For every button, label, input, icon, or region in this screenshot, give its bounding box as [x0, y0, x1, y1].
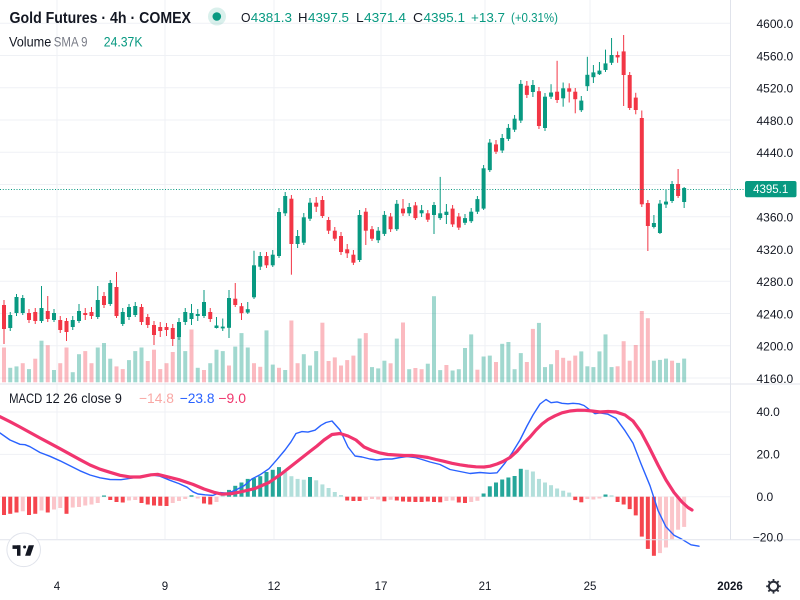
svg-text:4560.0: 4560.0 — [757, 49, 794, 63]
svg-text:20.0: 20.0 — [757, 447, 781, 461]
svg-text:4395.1: 4395.1 — [424, 10, 466, 25]
svg-text:−20.0: −20.0 — [753, 531, 784, 545]
svg-text:L: L — [356, 10, 364, 25]
svg-text:4397.5: 4397.5 — [308, 10, 349, 25]
svg-text:4: 4 — [54, 581, 61, 593]
svg-text:4371.4: 4371.4 — [364, 10, 406, 25]
svg-text:SMA 9: SMA 9 — [54, 33, 88, 49]
svg-text:Volume: Volume — [9, 33, 51, 49]
svg-text:4440.0: 4440.0 — [757, 146, 794, 160]
svg-text:4240.0: 4240.0 — [757, 307, 794, 321]
svg-text:H: H — [298, 10, 308, 25]
svg-text:25: 25 — [584, 581, 597, 593]
svg-text:(+0.31%): (+0.31%) — [511, 10, 558, 25]
svg-text:9: 9 — [162, 581, 168, 593]
svg-text:Gold Futures · 4h · COMEX: Gold Futures · 4h · COMEX — [10, 10, 192, 27]
svg-text:−14.8: −14.8 — [139, 390, 174, 406]
svg-text:4520.0: 4520.0 — [757, 82, 794, 96]
svg-text:4381.3: 4381.3 — [251, 10, 292, 25]
svg-text:4360.0: 4360.0 — [757, 211, 794, 225]
svg-text:4600.0: 4600.0 — [757, 17, 794, 31]
svg-text:4160.0: 4160.0 — [757, 372, 794, 386]
svg-text:4480.0: 4480.0 — [757, 114, 794, 128]
svg-text:2026: 2026 — [717, 581, 743, 593]
svg-text:40.0: 40.0 — [757, 405, 781, 419]
svg-text:21: 21 — [479, 581, 492, 593]
svg-text:MACD: MACD — [9, 390, 42, 406]
svg-text:4200.0: 4200.0 — [757, 340, 794, 354]
svg-text:O: O — [241, 10, 251, 25]
svg-text:17: 17 — [375, 581, 388, 593]
svg-text:4395.1: 4395.1 — [753, 184, 788, 196]
svg-text:−9.0: −9.0 — [218, 390, 246, 406]
svg-text:−23.8: −23.8 — [180, 390, 215, 406]
svg-text:C: C — [413, 10, 423, 25]
svg-text:4320.0: 4320.0 — [757, 243, 794, 257]
svg-text:0.0: 0.0 — [757, 490, 774, 504]
svg-text:24.37K: 24.37K — [104, 33, 143, 49]
svg-text:12: 12 — [268, 581, 281, 593]
svg-text:4280.0: 4280.0 — [757, 275, 794, 289]
svg-text:+13.7: +13.7 — [471, 10, 505, 25]
svg-text:12 26 close 9: 12 26 close 9 — [46, 390, 123, 406]
